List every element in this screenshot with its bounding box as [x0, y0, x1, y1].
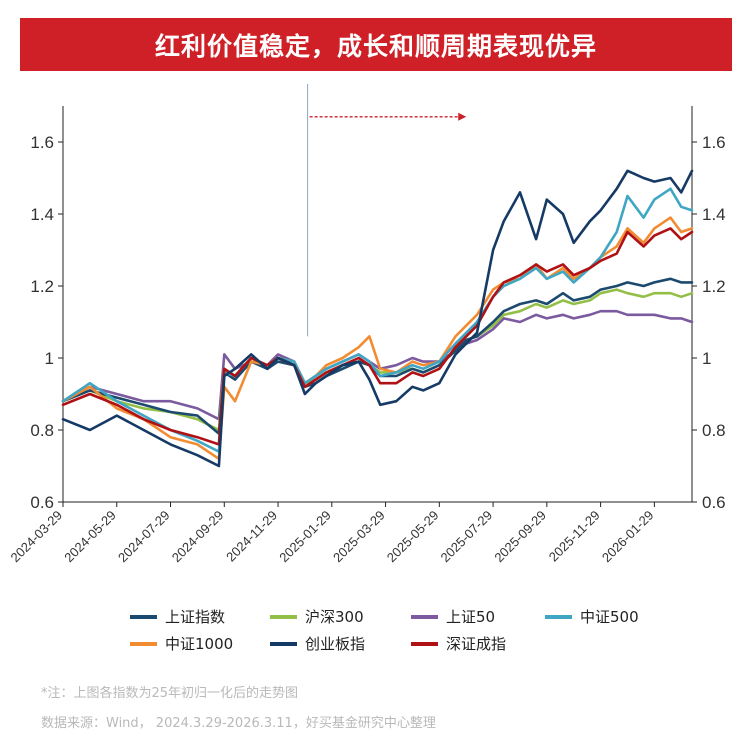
legend-label: 上证50 — [446, 608, 496, 626]
x-tick-label: 2025-03-29 — [330, 508, 388, 566]
legend-item: 创业板指 — [270, 633, 365, 654]
y-tick-label-right: 1 — [702, 349, 711, 368]
x-tick-label: 2025-01-29 — [276, 508, 334, 566]
y-tick-label-right: 0.6 — [702, 493, 726, 512]
y-tick-label-left: 1.6 — [30, 133, 54, 152]
chart-title-banner: 红利价值稳定，成长和顺周期表现优异 — [20, 18, 732, 71]
legend-item: 中证500 — [545, 606, 639, 627]
legend-item: 上证指数 — [130, 606, 225, 627]
x-tick-label: 2024-03-29 — [7, 508, 65, 566]
legend-label: 中证1000 — [165, 635, 234, 653]
y-tick-label-right: 1.4 — [702, 205, 726, 224]
x-tick-label: 2025-07-29 — [438, 508, 496, 566]
legend-label: 中证500 — [580, 608, 639, 626]
legend-label: 上证指数 — [165, 608, 226, 626]
line-chart: 0.6 0.6 0.8 0.8 1 1 1.2 1.2 1.4 1.4 1.6 1.6 2024-03-… — [7, 84, 726, 566]
y-tick-label-left: 1.4 — [30, 205, 54, 224]
y-tick-label-left: 1.2 — [30, 277, 54, 296]
legend-item: 深证成指 — [411, 633, 506, 654]
y-tick-label-left: 1 — [45, 349, 54, 368]
x-tick-label: 2024-11-29 — [223, 508, 280, 565]
source-note: 数据来源：Wind， 2024.3.29-2026.3.11，好买基金研究中心整… — [41, 716, 436, 731]
legend-swatch — [130, 641, 157, 646]
y-tick-label-right: 0.8 — [702, 421, 726, 440]
series-line — [61, 187, 694, 453]
legend-swatch — [411, 641, 438, 646]
y-tick-label-left: 0.6 — [30, 493, 54, 512]
x-tick-label: 2024-05-29 — [61, 508, 119, 566]
legend-label: 沪深300 — [305, 608, 364, 626]
x-tick-label: 2025-09-29 — [491, 508, 549, 566]
x-tick-label: 2026-01-29 — [599, 508, 657, 566]
series-line — [61, 227, 694, 446]
legend-swatch — [270, 641, 297, 646]
x-tick-label: 2025-05-29 — [384, 508, 442, 566]
y-tick-label-right: 1.6 — [702, 133, 726, 152]
y-tick-label-left: 0.8 — [30, 421, 54, 440]
legend-swatch — [545, 614, 572, 619]
x-tick-label: 2024-07-29 — [115, 508, 173, 566]
trend-arrow-head — [458, 112, 467, 121]
legend-label: 深证成指 — [446, 635, 507, 653]
y-tick-label-right: 1.2 — [702, 277, 726, 296]
legend-label: 创业板指 — [305, 635, 366, 653]
x-tick-label: 2024-09-29 — [169, 508, 227, 566]
chart-title: 红利价值稳定，成长和顺周期表现优异 — [154, 31, 597, 61]
series-line — [61, 309, 694, 421]
series-line — [61, 169, 694, 468]
x-tick-label: 2025-11-29 — [546, 508, 603, 565]
legend-swatch — [411, 614, 438, 619]
legend-item: 中证1000 — [130, 633, 233, 654]
legend-swatch — [270, 614, 297, 619]
legend-swatch — [130, 614, 157, 619]
legend-item: 上证50 — [411, 606, 495, 627]
legend-item: 沪深300 — [270, 606, 364, 627]
footnote: *注：上图各指数为25年初归一化后的走势图 — [41, 686, 299, 701]
